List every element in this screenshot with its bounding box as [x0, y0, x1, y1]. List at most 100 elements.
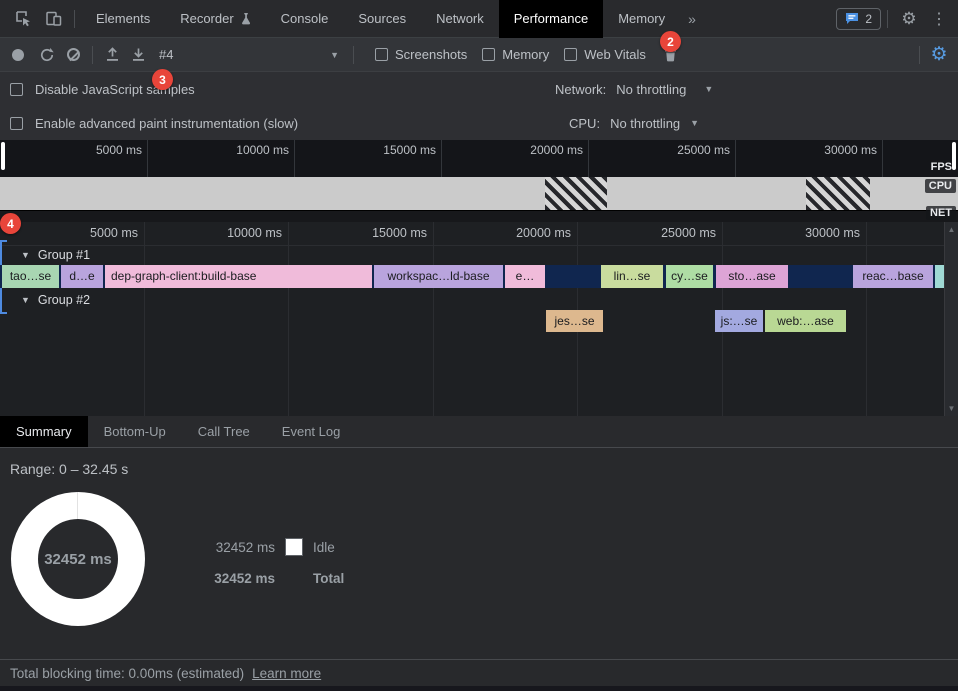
cpu-throttling-select[interactable]: CPU: No throttling ▼ — [569, 116, 699, 131]
tab-memory[interactable]: Memory — [618, 11, 666, 26]
flame-chart[interactable]: 5000 ms 10000 ms 15000 ms 20000 ms 25000… — [0, 222, 958, 416]
vertical-scrollbar[interactable]: ▲ ▼ — [944, 222, 958, 416]
group-2-header[interactable]: ▼ Group #2 — [21, 293, 90, 307]
experiment-flask-icon — [241, 12, 251, 25]
history-dropdown[interactable]: #4 ▼ — [159, 47, 339, 62]
group-2-title: Group #2 — [37, 293, 91, 307]
ruler-tick-label: 15000 ms — [372, 226, 427, 240]
flame-bar[interactable]: tao…se — [2, 265, 59, 288]
cpu-hatched-region — [545, 177, 607, 210]
flame-bar[interactable]: workspac…ld-base — [374, 265, 503, 288]
overview-left-grip[interactable] — [1, 142, 5, 170]
legend-row-idle: 32452 ms Idle — [160, 537, 335, 557]
issues-counter-button[interactable]: 2 — [836, 7, 881, 30]
divider — [353, 45, 354, 64]
guide-badge-4[interactable]: 4 — [0, 213, 21, 234]
tab-call-tree[interactable]: Call Tree — [197, 424, 250, 439]
tab-bottom-up[interactable]: Bottom-Up — [103, 424, 166, 439]
issues-count: 2 — [865, 11, 872, 26]
overview-tick-label: 20000 ms — [530, 143, 583, 157]
flame-bar[interactable]: sto…ase — [716, 265, 788, 288]
network-label: Network: — [555, 81, 607, 97]
tab-network[interactable]: Network — [436, 11, 484, 26]
performance-toolbar: #4 ▼ Screenshots Memory Web Vitals ⚙ — [0, 38, 958, 72]
cpu-track-label: CPU — [924, 179, 956, 193]
flame-bar[interactable]: reac…base — [853, 265, 933, 288]
divider — [887, 9, 888, 28]
group-1-header[interactable]: ▼ Group #1 — [21, 248, 90, 262]
load-profile-button[interactable] — [99, 43, 125, 67]
reload-and-record-button[interactable] — [34, 43, 60, 67]
total-label: Total — [313, 570, 345, 586]
tab-performance[interactable]: Performance — [498, 0, 604, 38]
devtools-tabbar: Elements Recorder Console Sources Networ… — [0, 0, 958, 38]
checkbox-box — [564, 48, 578, 61]
collapse-arrow-icon: ▼ — [21, 295, 30, 305]
scroll-down-icon[interactable]: ▼ — [947, 404, 956, 413]
tab-elements[interactable]: Elements — [96, 11, 151, 26]
flame-bar[interactable]: jes…se — [546, 310, 603, 332]
capture-settings-gear-icon[interactable]: ⚙ — [930, 44, 948, 65]
flame-bar[interactable]: js:…se — [715, 310, 763, 332]
ruler-tick-label: 5000 ms — [90, 226, 138, 240]
net-activity-band — [0, 210, 958, 222]
overview-right-grip[interactable] — [952, 142, 956, 170]
save-profile-button[interactable] — [125, 43, 151, 67]
guide-badge-3[interactable]: 3 — [152, 69, 173, 90]
divider — [92, 45, 93, 64]
flame-bar[interactable]: cy…se — [666, 265, 713, 288]
flame-bar[interactable]: e… — [505, 265, 545, 288]
learn-more-link[interactable]: Learn more — [252, 665, 322, 681]
tab-console[interactable]: Console — [280, 11, 329, 26]
clear-recording-button[interactable] — [60, 43, 86, 67]
overview-tick-label: 15000 ms — [383, 143, 436, 157]
screenshots-checkbox[interactable]: Screenshots — [375, 47, 467, 62]
issues-chat-icon — [845, 12, 859, 25]
inspect-element-icon[interactable] — [8, 6, 38, 32]
settings-gear-icon[interactable]: ⚙ — [901, 8, 917, 28]
device-toolbar-icon[interactable] — [38, 6, 68, 32]
disable-js-samples-checkbox[interactable] — [10, 82, 23, 96]
ruler-tick-label: 10000 ms — [227, 226, 282, 240]
legend-row-total: 32452 ms Total — [160, 568, 344, 588]
tab-sources[interactable]: Sources — [358, 11, 407, 26]
settings-row-js-samples: Disable JavaScript samples Network: No t… — [0, 72, 958, 106]
paint-instrumentation-checkbox[interactable] — [10, 116, 23, 130]
overview-tick-label: 5000 ms — [95, 143, 142, 157]
chevron-down-icon: ▼ — [704, 84, 714, 94]
settings-row-paint: Enable advanced paint instrumentation (s… — [0, 106, 958, 140]
web-vitals-checkbox[interactable]: Web Vitals — [564, 47, 646, 62]
record-button[interactable] — [12, 48, 24, 61]
cpu-activity-band — [0, 177, 958, 210]
flame-bar[interactable]: dep-graph-client:build-base — [105, 265, 372, 288]
memory-checkbox[interactable]: Memory — [482, 47, 549, 62]
ruler-tick-label: 25000 ms — [661, 226, 716, 240]
guide-badge-2[interactable]: 2 — [660, 31, 681, 52]
bottom-edge-strip — [0, 686, 958, 691]
tab-recorder[interactable]: Recorder — [165, 0, 265, 38]
network-throttling-select[interactable]: Network: No throttling ▼ — [555, 82, 713, 97]
blocking-time-text: Total blocking time: 0.00ms (estimated) — [10, 665, 245, 681]
cpu-hatched-region — [806, 177, 870, 210]
tab-summary[interactable]: Summary — [0, 416, 88, 447]
kebab-menu-icon[interactable]: ⋮ — [931, 10, 947, 28]
flame-bar[interactable]: web:…ase — [765, 310, 846, 332]
chevron-down-icon: ▼ — [330, 49, 339, 60]
flame-bar[interactable]: lin…se — [601, 265, 663, 288]
timeline-overview[interactable]: 5000 ms 10000 ms 15000 ms 20000 ms 25000… — [0, 140, 958, 222]
more-tabs-chevron[interactable]: » — [688, 10, 696, 27]
blocking-time-footer: Total blocking time: 0.00ms (estimated) … — [0, 659, 958, 686]
scroll-up-icon[interactable]: ▲ — [947, 225, 956, 234]
fps-track-label: FPS — [926, 160, 956, 174]
overview-ruler: 5000 ms 10000 ms 15000 ms 20000 ms 25000… — [0, 140, 958, 177]
flame-bar[interactable] — [935, 265, 944, 288]
tab-event-log[interactable]: Event Log — [281, 424, 341, 439]
idle-swatch — [285, 538, 303, 556]
divider — [919, 45, 920, 64]
network-value: No throttling — [616, 81, 687, 97]
cpu-value: No throttling — [610, 115, 681, 131]
cpu-label: CPU: — [569, 115, 601, 131]
block-icon — [66, 48, 80, 61]
flame-bar[interactable]: d…e — [61, 265, 103, 288]
